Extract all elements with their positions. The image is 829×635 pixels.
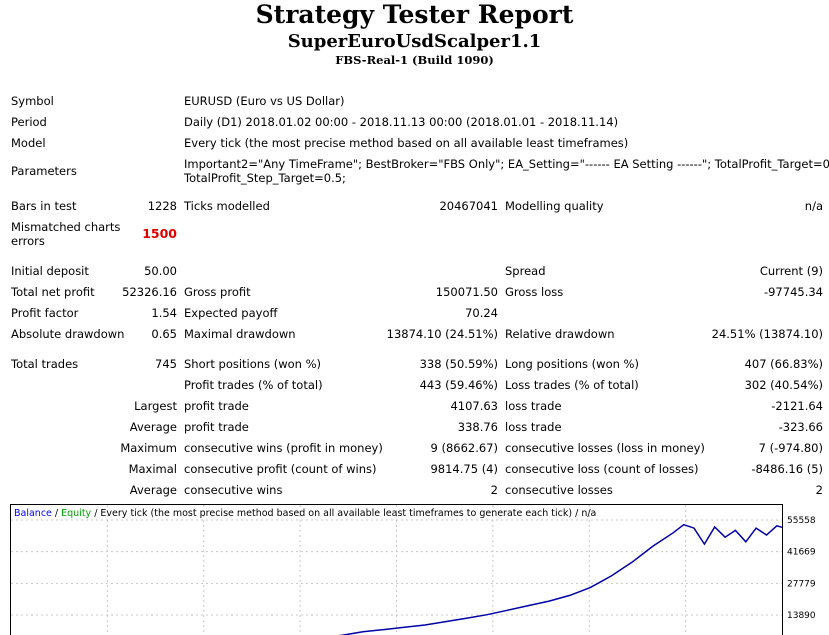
maximal-consecutive-loss-value: -8486.16 (5) [751,462,823,476]
expected-payoff-label: Expected payoff [184,306,277,320]
net-profit-label: Total net profit [11,285,95,299]
long-positions-value: 407 (66.83%) [745,357,823,371]
maximal-label: Maximal [129,462,177,476]
bars-label: Bars in test [11,199,77,213]
largest-profit-label: profit trade [184,399,249,413]
relative-drawdown-value: 24.51% (13874.10) [712,327,823,341]
profit-factor-label: Profit factor [11,306,78,320]
maximal-consecutive-profit-value: 9814.75 (4) [430,462,498,476]
parameters-label: Parameters [11,164,77,178]
average-label: Average [130,420,177,434]
expert-name: SuperEuroUsdScalper1.1 [0,31,829,52]
profit-trades-label: Profit trades (% of total) [184,378,323,392]
chart-legend: Balance / Equity / Every tick (the most … [14,508,596,519]
model-label: Model [11,136,46,150]
quality-label: Modelling quality [505,199,604,213]
gross-profit-value: 150071.50 [436,285,498,299]
loss-trades-label: Loss trades (% of total) [505,378,639,392]
gross-profit-label: Gross profit [184,285,251,299]
mismatch-label: Mismatched charts [11,220,120,234]
average-consecutive-wins-value: 2 [491,483,498,497]
total-trades-value: 745 [155,357,177,371]
maximal-drawdown-label: Maximal drawdown [184,327,296,341]
largest-loss-value: -2121.64 [771,399,823,413]
absolute-drawdown-label: Absolute drawdown [11,327,124,341]
symbol-label: Symbol [11,94,54,108]
gross-loss-label: Gross loss [505,285,563,299]
legend-description: / Every tick (the most precise method ba… [91,508,596,519]
legend-separator: / [52,508,61,519]
balance-chart: 55558 41669 27779 13890 Balance / Equity / … [10,504,828,635]
total-trades-label: Total trades [11,357,78,371]
period-value: Daily (D1) 2018.01.02 00:00 - 2018.11.13… [184,115,618,129]
ticks-value: 20467041 [439,199,498,213]
parameters-line2: TotalProfit_Step_Target=0.5; [184,171,346,185]
server-info: FBS-Real-1 (Build 1090) [0,53,829,67]
average-profit-value: 338.76 [458,420,498,434]
parameters-line1: Important2="Any TimeFrame"; BestBroker="… [184,157,829,171]
long-positions-label: Long positions (won %) [505,357,639,371]
report-title: Strategy Tester Report [0,0,829,29]
average-consecutive-label: Average [130,483,177,497]
max-consecutive-wins-label: consecutive wins (profit in money) [184,441,383,455]
legend-equity: Equity [61,508,91,519]
quality-value: n/a [805,199,823,213]
average-loss-label: loss trade [505,420,562,434]
expected-payoff-value: 70.24 [465,306,498,320]
symbol-value: EURUSD (Euro vs US Dollar) [184,94,344,108]
gross-loss-value: -97745.34 [764,285,823,299]
short-positions-label: Short positions (won %) [184,357,321,371]
deposit-label: Initial deposit [11,264,89,278]
max-consecutive-wins-value: 9 (8662.67) [430,441,498,455]
y-tick-label: 41669 [787,548,816,558]
average-consecutive-losses-label: consecutive losses [505,483,613,497]
short-positions-value: 338 (50.59%) [420,357,498,371]
maximal-drawdown-value: 13874.10 (24.51%) [387,327,498,341]
max-consecutive-losses-value: 7 (-974.80) [759,441,823,455]
absolute-drawdown-value: 0.65 [151,327,177,341]
y-tick-label: 13890 [787,611,816,621]
max-consecutive-losses-label: consecutive losses (loss in money) [505,441,705,455]
period-label: Period [11,115,47,129]
loss-trades-value: 302 (40.54%) [745,378,823,392]
spread-label: Spread [505,264,546,278]
y-axis-ticks: 55558 41669 27779 13890 [787,516,816,621]
spread-value: Current (9) [760,264,823,278]
average-loss-value: -323.66 [779,420,823,434]
relative-drawdown-label: Relative drawdown [505,327,615,341]
profit-factor-value: 1.54 [151,306,177,320]
average-consecutive-losses-value: 2 [816,483,823,497]
mismatch-value: 1500 [142,227,177,241]
maximum-label: Maximum [120,441,177,455]
y-tick-label: 27779 [787,579,816,589]
maximal-consecutive-loss-label: consecutive loss (count of losses) [505,462,699,476]
largest-label: Largest [134,399,177,413]
average-consecutive-wins-label: consecutive wins [184,483,282,497]
bars-value: 1228 [148,199,177,213]
y-tick-label: 55558 [787,516,816,526]
model-value: Every tick (the most precise method base… [184,136,628,150]
largest-profit-value: 4107.63 [450,399,498,413]
largest-loss-label: loss trade [505,399,562,413]
mismatch-label-2: errors [11,234,45,248]
average-profit-label: profit trade [184,420,249,434]
deposit-value: 50.00 [144,264,177,278]
profit-trades-value: 443 (59.46%) [420,378,498,392]
net-profit-value: 52326.16 [122,285,177,299]
maximal-consecutive-profit-label: consecutive profit (count of wins) [184,462,376,476]
ticks-label: Ticks modelled [184,199,270,213]
legend-balance: Balance [14,508,52,519]
